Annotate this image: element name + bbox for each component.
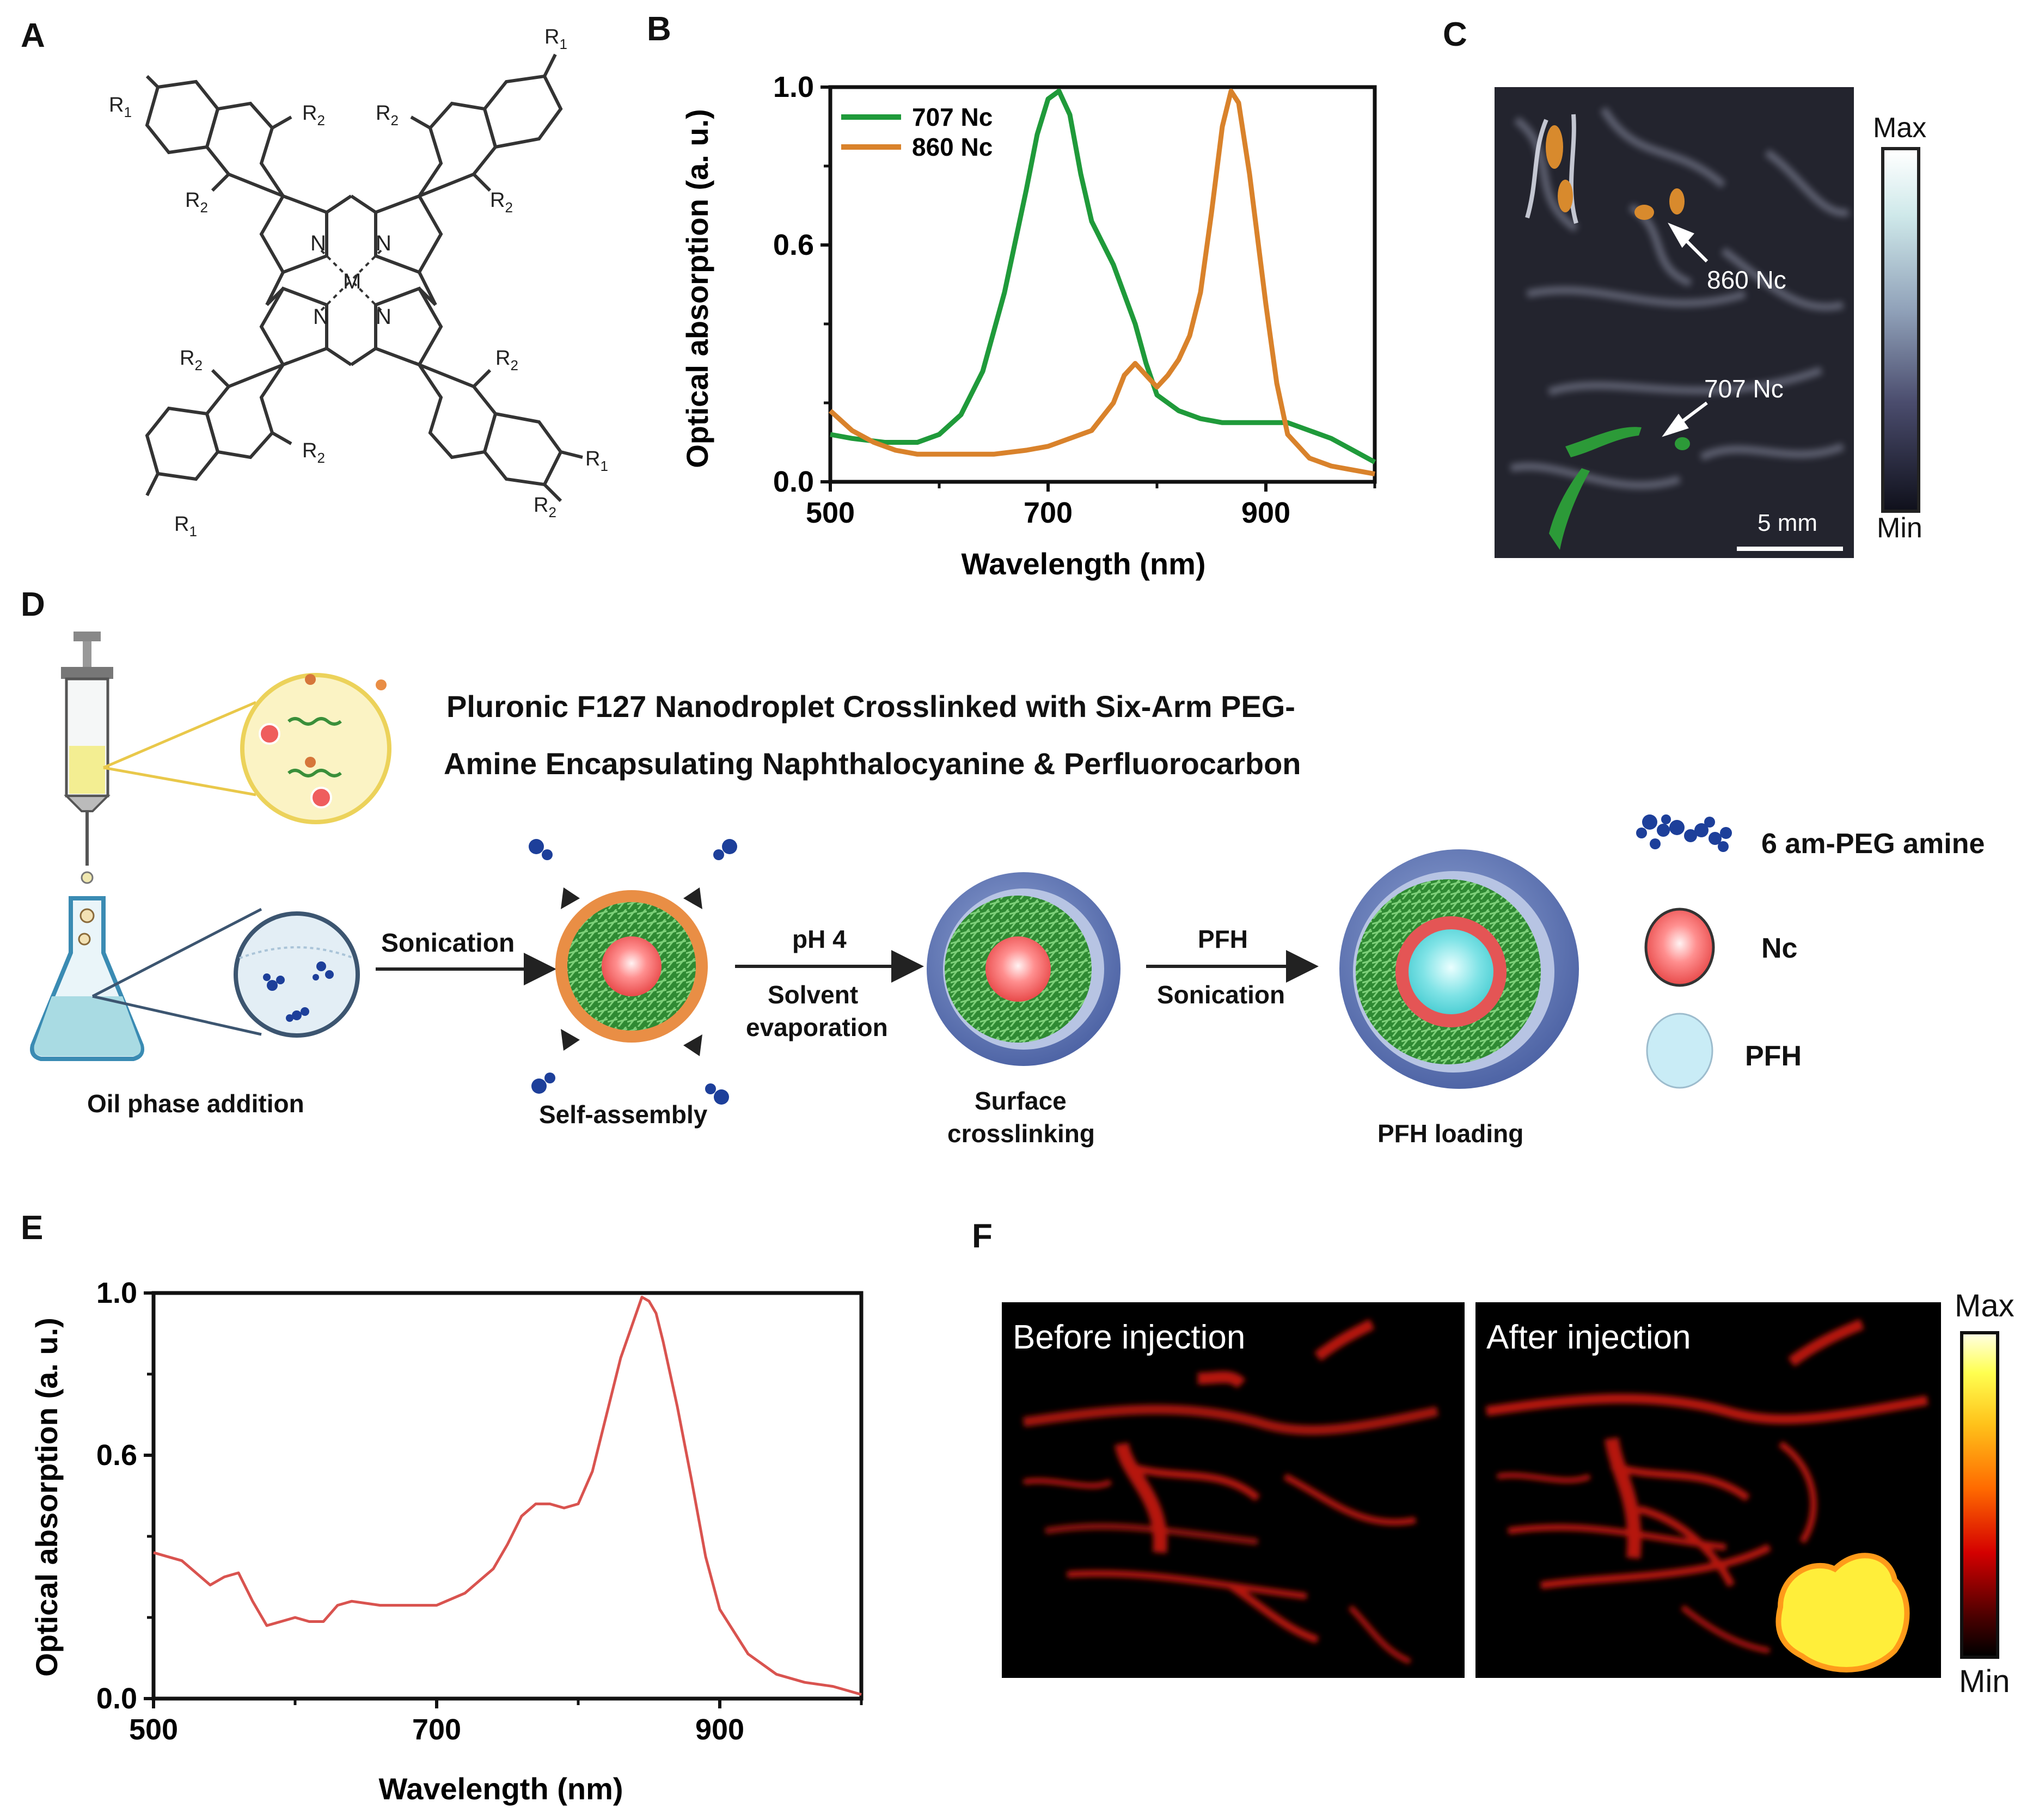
panel-letter-a: A [21,17,45,54]
before-injection-label: Before injection [1013,1319,1245,1356]
colorbar-c-min: Min [1877,512,1922,544]
svg-text:R2: R2 [495,347,518,373]
metal-atom: M [343,269,361,293]
arrow-label-solvent: Solvent [768,981,859,1009]
nc-legend-icon [1644,908,1715,987]
y-tick-label: 0.6 [773,229,814,261]
svg-text:R2: R2 [302,439,325,466]
nanodroplet-schematic [30,632,1732,1105]
step-label-oil-phase: Oil phase addition [87,1089,304,1118]
step-label-pfh-loading: PFH loading [1377,1119,1524,1148]
svg-text:R1: R1 [585,448,608,474]
scale-bar-label: 5 mm [1758,510,1817,536]
schematic-title-line2: Amine Encapsulating Naphthalocyanine & P… [444,746,1301,781]
nitrogen-atom: N [376,305,391,329]
label-860nc: 860 Nc [1707,266,1786,294]
label-707nc: 707 Nc [1704,375,1784,403]
y-axis-label: Optical absorption (a. u.) [680,109,714,468]
after-injection-label: After injection [1486,1319,1691,1356]
colorbar-c-max: Max [1873,112,1927,144]
series-line-0 [153,1296,862,1696]
crosslinked-nanodroplet [927,872,1120,1066]
panel-letter-f: F [972,1217,993,1255]
substituent-labels: R1 R2 R2 R1 R2 R2 R2 R2 R1 R2 R2 R1 [109,26,608,540]
y-tick-label: 0.6 [96,1439,137,1472]
svg-text:R2: R2 [302,102,325,128]
colorbar-c [1881,147,1920,513]
contrast-enhancement-region [1775,1553,1910,1672]
arrow-label-sonication: Sonication [381,929,515,958]
nitrogen-atom: N [313,305,329,329]
arrow-label-evaporation: evaporation [746,1013,888,1041]
peg-amine-icon [1636,814,1732,852]
arrow-label-pfh: PFH [1198,925,1248,953]
legend-label: 707 Nc [912,103,993,131]
series-line-0 [830,88,1376,464]
y-tick-label: 1.0 [96,1277,137,1309]
legend-label: 860 Nc [912,133,993,161]
step-label-self-assembly: Self-assembly [539,1100,708,1129]
svg-text:R2: R2 [490,189,513,216]
x-tick-label: 700 [1024,497,1073,529]
x-tick-label: 700 [412,1713,461,1746]
panel-letter-c: C [1443,16,1467,53]
pa-image-after-injection: After injection [1475,1302,1941,1678]
step-label-surface: Surface [975,1087,1067,1115]
svg-text:R2: R2 [180,347,203,373]
y-tick-label: 1.0 [773,71,814,103]
oil-phase-zoom-bubble [103,673,391,824]
plot-frame [828,85,1377,484]
schematic-title-line1: Pluronic F127 Nanodroplet Crosslinked wi… [446,689,1295,724]
nitrogen-atom: N [376,231,391,255]
legend-label-peg: 6 am-PEG amine [1761,828,1985,860]
y-axis-label: Optical absorption (a. u.) [33,1317,64,1677]
legend-label-nc: Nc [1761,933,1798,964]
pa-image-before-injection: Before injection [1002,1302,1465,1678]
naphthalocyanine-structure: N N N N M R1 R2 R2 R1 R2 R2 R2 R2 R1 R2 … [109,26,608,540]
photoacoustic-image-c: 860 Nc 707 Nc 5 mm [1495,87,1854,558]
svg-text:R1: R1 [109,94,132,120]
y-tick-label: 0.0 [773,465,814,498]
colorbar-f [1960,1331,1999,1659]
x-axis-label: Wavelength (nm) [378,1772,623,1806]
nc860-signal [1546,125,1685,220]
svg-text:R2: R2 [534,494,556,520]
x-tick-label: 500 [129,1713,178,1746]
schematic-legend [1636,814,1732,1089]
x-axis-label: Wavelength (nm) [961,547,1205,581]
pfh-loaded-nanodroplet [1339,849,1579,1089]
plot-frame [151,1291,864,1701]
nc707-signal [1549,427,1690,550]
flask-icon [30,896,144,1061]
y-tick-label: 0.0 [96,1682,137,1715]
svg-text:R2: R2 [185,189,208,216]
x-tick-label: 900 [695,1713,744,1746]
colorbar-f-max: Max [1955,1288,2014,1323]
aqueous-phase-zoom-bubble [91,908,360,1038]
colorbar-f-min: Min [1959,1664,2010,1699]
pfh-legend-icon [1646,1013,1713,1089]
step-label-crosslinking: crosslinking [947,1119,1095,1148]
arrow-label-ph4: pH 4 [792,925,847,953]
absorption-chart-e: 500 700 900 0.0 0.6 1.0 Optical absorption (a… [33,1277,864,1806]
x-tick-label: 500 [806,497,855,529]
syringe-icon [61,632,113,884]
svg-text:R1: R1 [174,513,197,540]
legend-label-pfh: PFH [1745,1040,1802,1072]
panel-letter-e: E [21,1209,44,1247]
series-line-1 [828,88,1375,476]
panel-letter-d: D [21,586,45,623]
nitrogen-atom: N [310,231,326,255]
self-assembled-micelle [529,839,737,1105]
panel-letter-b: B [647,10,671,48]
svg-text:R1: R1 [544,26,567,52]
svg-text:R2: R2 [376,102,399,128]
x-tick-label: 900 [1241,497,1290,529]
arrow-label-sonication-2: Sonication [1157,981,1285,1009]
